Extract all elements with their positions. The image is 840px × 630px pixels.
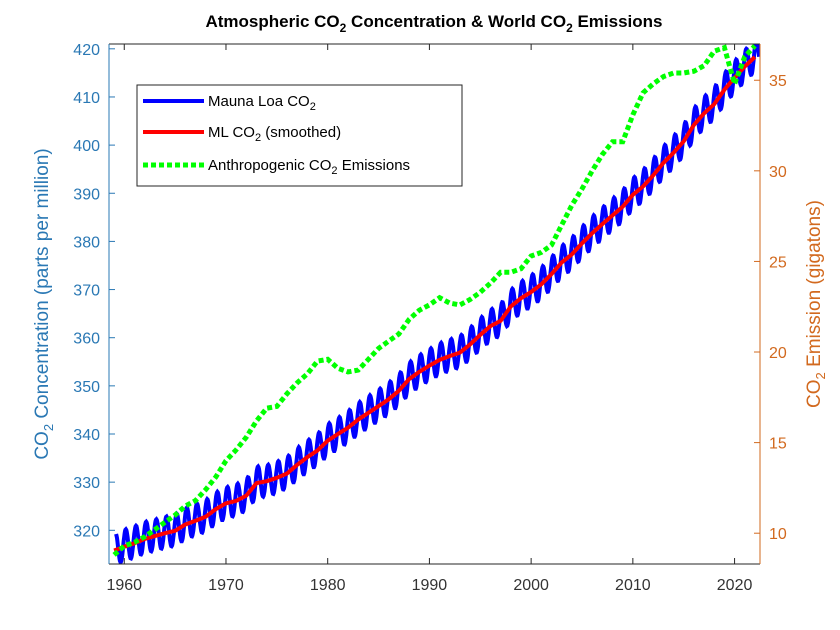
y-left-tick-label: 400 [73, 138, 100, 155]
x-tick-label: 1970 [208, 577, 244, 594]
y-axis-right-label: CO2 Emission (gigatons) [804, 200, 828, 408]
legend-label-emissions: Anthropogenic CO2 Emissions [208, 157, 410, 177]
legend: Mauna Loa CO2 ML CO2 (smoothed) Anthropo… [136, 84, 463, 187]
series-smoothed-line [113, 55, 757, 553]
x-tick-label: 2020 [717, 577, 753, 594]
y-right-tick-label: 25 [769, 254, 787, 271]
y-right-tick-label: 20 [769, 345, 787, 362]
y-left-tick-label: 390 [73, 186, 100, 203]
y-left-tick-label: 340 [73, 427, 100, 444]
y-left-tick-label: 350 [73, 379, 100, 396]
y-left-tick-label: 320 [73, 523, 100, 540]
legend-label-smoothed: ML CO2 (smoothed) [208, 124, 341, 144]
y-right-tick-label: 10 [769, 526, 787, 543]
x-tick-label: 1980 [310, 577, 346, 594]
y-left-tick-label: 380 [73, 234, 100, 251]
chart-title: Atmospheric CO2 Concentration & World CO… [205, 12, 662, 35]
x-tick-label: 1990 [412, 577, 448, 594]
x-tick-label: 2000 [513, 577, 549, 594]
y-right-tick-label: 15 [769, 436, 787, 453]
y-left-tick-label: 410 [73, 90, 100, 107]
x-tick-label: 2010 [615, 577, 651, 594]
y-left-tick-label: 420 [73, 42, 100, 59]
series-layer [112, 44, 760, 564]
y-left-tick-label: 360 [73, 331, 100, 348]
y-left-tick-label: 330 [73, 475, 100, 492]
y-right-tick-label: 30 [769, 164, 787, 181]
y-left-tick-label: 370 [73, 283, 100, 300]
y-axis-left-label: CO2 Concentration (parts per million) [32, 148, 56, 459]
legend-label-mauna-loa: Mauna Loa CO2 [208, 93, 316, 113]
series-emissions-line [112, 44, 757, 557]
x-tick-label: 1960 [106, 577, 142, 594]
tick-layer: 1960 1970 1980 1990 2000 2010 2020320330340350… [73, 42, 787, 594]
y-right-tick-label: 35 [769, 73, 787, 90]
